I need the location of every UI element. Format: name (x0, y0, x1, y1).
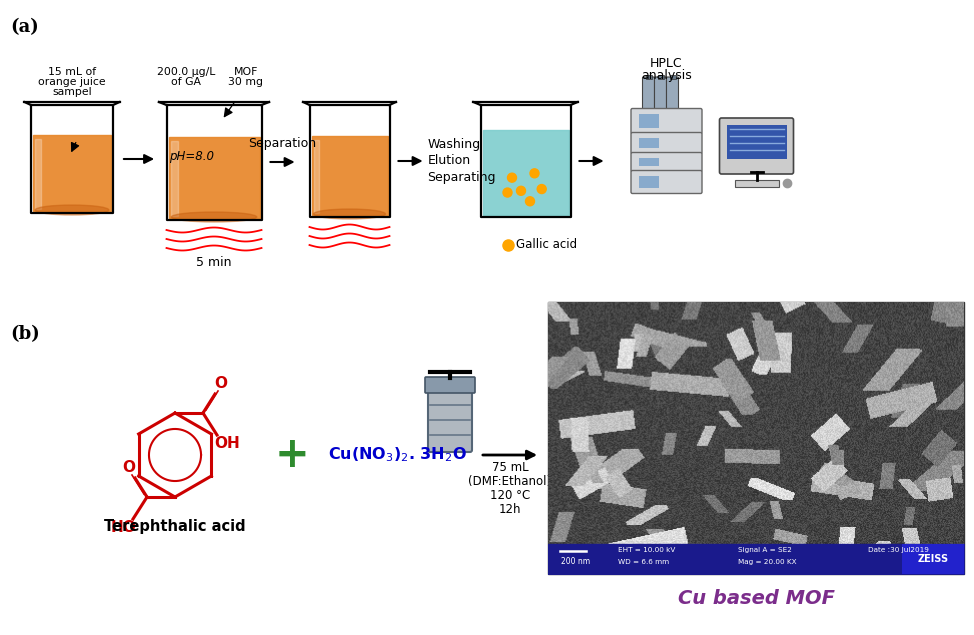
Text: 30 mg: 30 mg (229, 77, 264, 87)
FancyBboxPatch shape (631, 171, 702, 194)
Polygon shape (312, 137, 388, 215)
Text: Separating: Separating (428, 171, 496, 184)
Bar (639, 158, 658, 166)
FancyBboxPatch shape (428, 388, 472, 452)
Ellipse shape (530, 169, 539, 178)
Text: Elution: Elution (428, 154, 470, 168)
Text: Gallic acid: Gallic acid (515, 239, 577, 251)
FancyBboxPatch shape (425, 377, 475, 393)
Polygon shape (480, 105, 571, 217)
Text: ZEISS: ZEISS (918, 554, 949, 564)
Ellipse shape (35, 205, 109, 215)
Text: 12h: 12h (499, 503, 521, 516)
Bar (639, 138, 658, 148)
Text: +: + (275, 434, 310, 476)
Text: 200 nm: 200 nm (561, 556, 590, 566)
Bar (727, 125, 786, 159)
Text: HO: HO (110, 519, 136, 535)
Text: (b): (b) (10, 325, 40, 343)
Text: MOF: MOF (234, 67, 258, 77)
Bar (646, 75, 652, 79)
Ellipse shape (503, 188, 512, 197)
FancyBboxPatch shape (655, 77, 666, 109)
Ellipse shape (538, 185, 546, 194)
Text: Cu(NO$_3$)$_2$. 3H$_2$O: Cu(NO$_3$)$_2$. 3H$_2$O (327, 446, 467, 464)
Text: Washing: Washing (428, 138, 480, 150)
Polygon shape (314, 140, 319, 213)
FancyBboxPatch shape (643, 77, 655, 109)
Text: Terephthalic acid: Terephthalic acid (104, 519, 245, 535)
Text: 200.0 μg/L: 200.0 μg/L (157, 67, 215, 77)
Ellipse shape (526, 197, 535, 206)
Polygon shape (482, 130, 569, 215)
Bar (902, 544, 964, 574)
Text: (a): (a) (10, 18, 39, 36)
Polygon shape (35, 139, 41, 209)
Text: sampel: sampel (53, 87, 92, 97)
Polygon shape (167, 105, 261, 220)
Text: 75 mL: 75 mL (492, 461, 528, 474)
Bar (734, 180, 778, 187)
Bar (639, 114, 658, 128)
Text: EHT = 10.00 kV: EHT = 10.00 kV (618, 547, 675, 553)
Polygon shape (33, 135, 111, 211)
Text: of GA: of GA (171, 77, 201, 87)
Text: O: O (123, 460, 135, 474)
Text: Separation: Separation (248, 138, 317, 150)
Polygon shape (169, 137, 259, 218)
Polygon shape (31, 105, 113, 213)
Text: 120 °C: 120 °C (490, 489, 530, 502)
Text: OH: OH (214, 436, 240, 450)
FancyBboxPatch shape (631, 133, 702, 154)
Text: HPLC: HPLC (651, 57, 683, 70)
FancyBboxPatch shape (666, 77, 679, 109)
FancyBboxPatch shape (720, 118, 794, 174)
Ellipse shape (314, 209, 386, 219)
Ellipse shape (507, 173, 516, 182)
Text: WD = 6.6 mm: WD = 6.6 mm (618, 559, 669, 565)
Text: (DMF:Ethanol): (DMF:Ethanol) (468, 475, 551, 488)
Text: Cu based MOF: Cu based MOF (678, 589, 835, 608)
FancyBboxPatch shape (631, 109, 702, 133)
Text: analysis: analysis (641, 69, 692, 82)
Bar (669, 75, 676, 79)
Bar (548, 302, 964, 574)
Text: Mag = 20.00 KX: Mag = 20.00 KX (738, 559, 797, 565)
Text: pH=8.0: pH=8.0 (169, 150, 214, 163)
FancyBboxPatch shape (631, 152, 702, 171)
Polygon shape (310, 105, 390, 217)
Bar (657, 75, 663, 79)
Text: 15 mL of: 15 mL of (48, 67, 96, 77)
Ellipse shape (516, 186, 526, 196)
Text: O: O (214, 375, 228, 391)
Text: Date :30 Jul2019: Date :30 Jul2019 (868, 547, 929, 553)
Text: Signal A = SE2: Signal A = SE2 (738, 547, 792, 553)
Text: orange juice: orange juice (38, 77, 106, 87)
Polygon shape (170, 141, 178, 216)
Text: 5 min: 5 min (196, 255, 232, 269)
Ellipse shape (171, 212, 257, 222)
Bar (639, 176, 658, 188)
